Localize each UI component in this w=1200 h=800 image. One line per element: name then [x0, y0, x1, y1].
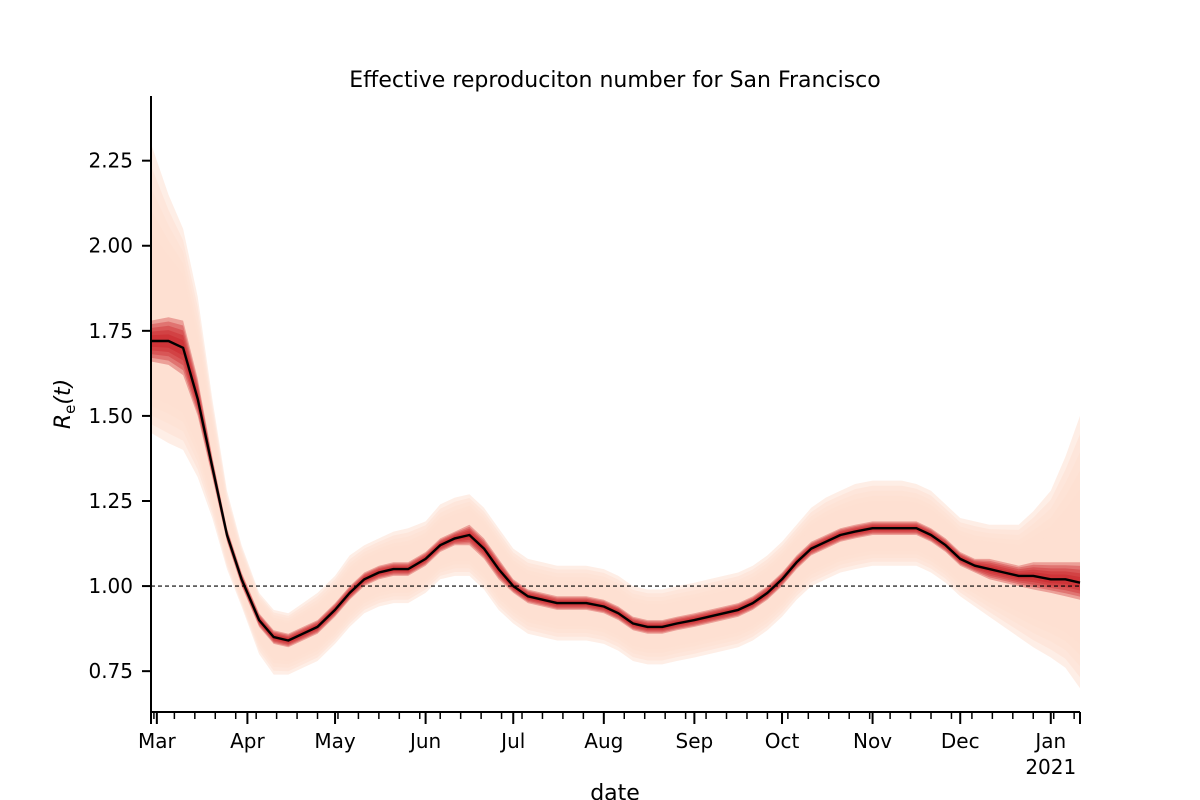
uncertainty-band-inner	[151, 317, 1080, 648]
median-series-line	[151, 339, 1081, 642]
x-tick-label: Mar	[138, 729, 177, 753]
x-tick-label: Jun	[408, 729, 441, 753]
y-tick-label: 2.25	[88, 149, 133, 173]
y-axis-label-suffix: (t)	[51, 379, 76, 405]
x-tick-label: Aug	[584, 729, 623, 753]
x-tick-label: Jul	[499, 729, 525, 753]
y-tick-label: 0.75	[88, 659, 133, 683]
chart-title: Effective reproduciton number for San Fr…	[349, 68, 880, 93]
x-tick-label: Nov	[853, 729, 892, 753]
y-axis-label-subscript: e	[61, 405, 79, 414]
x-tick-label: Sep	[676, 729, 714, 753]
y-tick-label: 1.25	[88, 489, 133, 513]
x-tick-label: Apr	[230, 729, 265, 753]
chart-axes	[150, 96, 1080, 713]
uncertainty-band-outer	[151, 232, 1080, 661]
y-tick-label: 1.75	[88, 319, 133, 343]
y-tick-label: 1.50	[88, 404, 133, 428]
uncertainty-bands	[151, 143, 1080, 689]
y-tick-label: 1.00	[88, 574, 133, 598]
x-tick-sublabel: 2021	[1025, 755, 1076, 779]
uncertainty-band-outer	[151, 298, 1080, 651]
uncertainty-band-outer	[151, 254, 1080, 658]
x-tick-label: Jan	[1033, 729, 1066, 753]
x-tick-label: May	[314, 729, 356, 753]
y-axis-ticks: 0.75 1.00 1.25 1.50 1.75 2.00 2.25	[88, 149, 151, 683]
uncertainty-band-outer	[151, 276, 1080, 655]
x-axis-label: date	[590, 781, 640, 800]
y-axis-label-base: R	[51, 414, 76, 429]
uncertainty-band-outer	[151, 317, 1080, 648]
y-axis-label: Re(t)	[51, 379, 79, 429]
y-tick-label: 2.00	[88, 234, 133, 258]
x-tick-label: Dec	[941, 729, 980, 753]
x-tick-label: Oct	[765, 729, 800, 753]
